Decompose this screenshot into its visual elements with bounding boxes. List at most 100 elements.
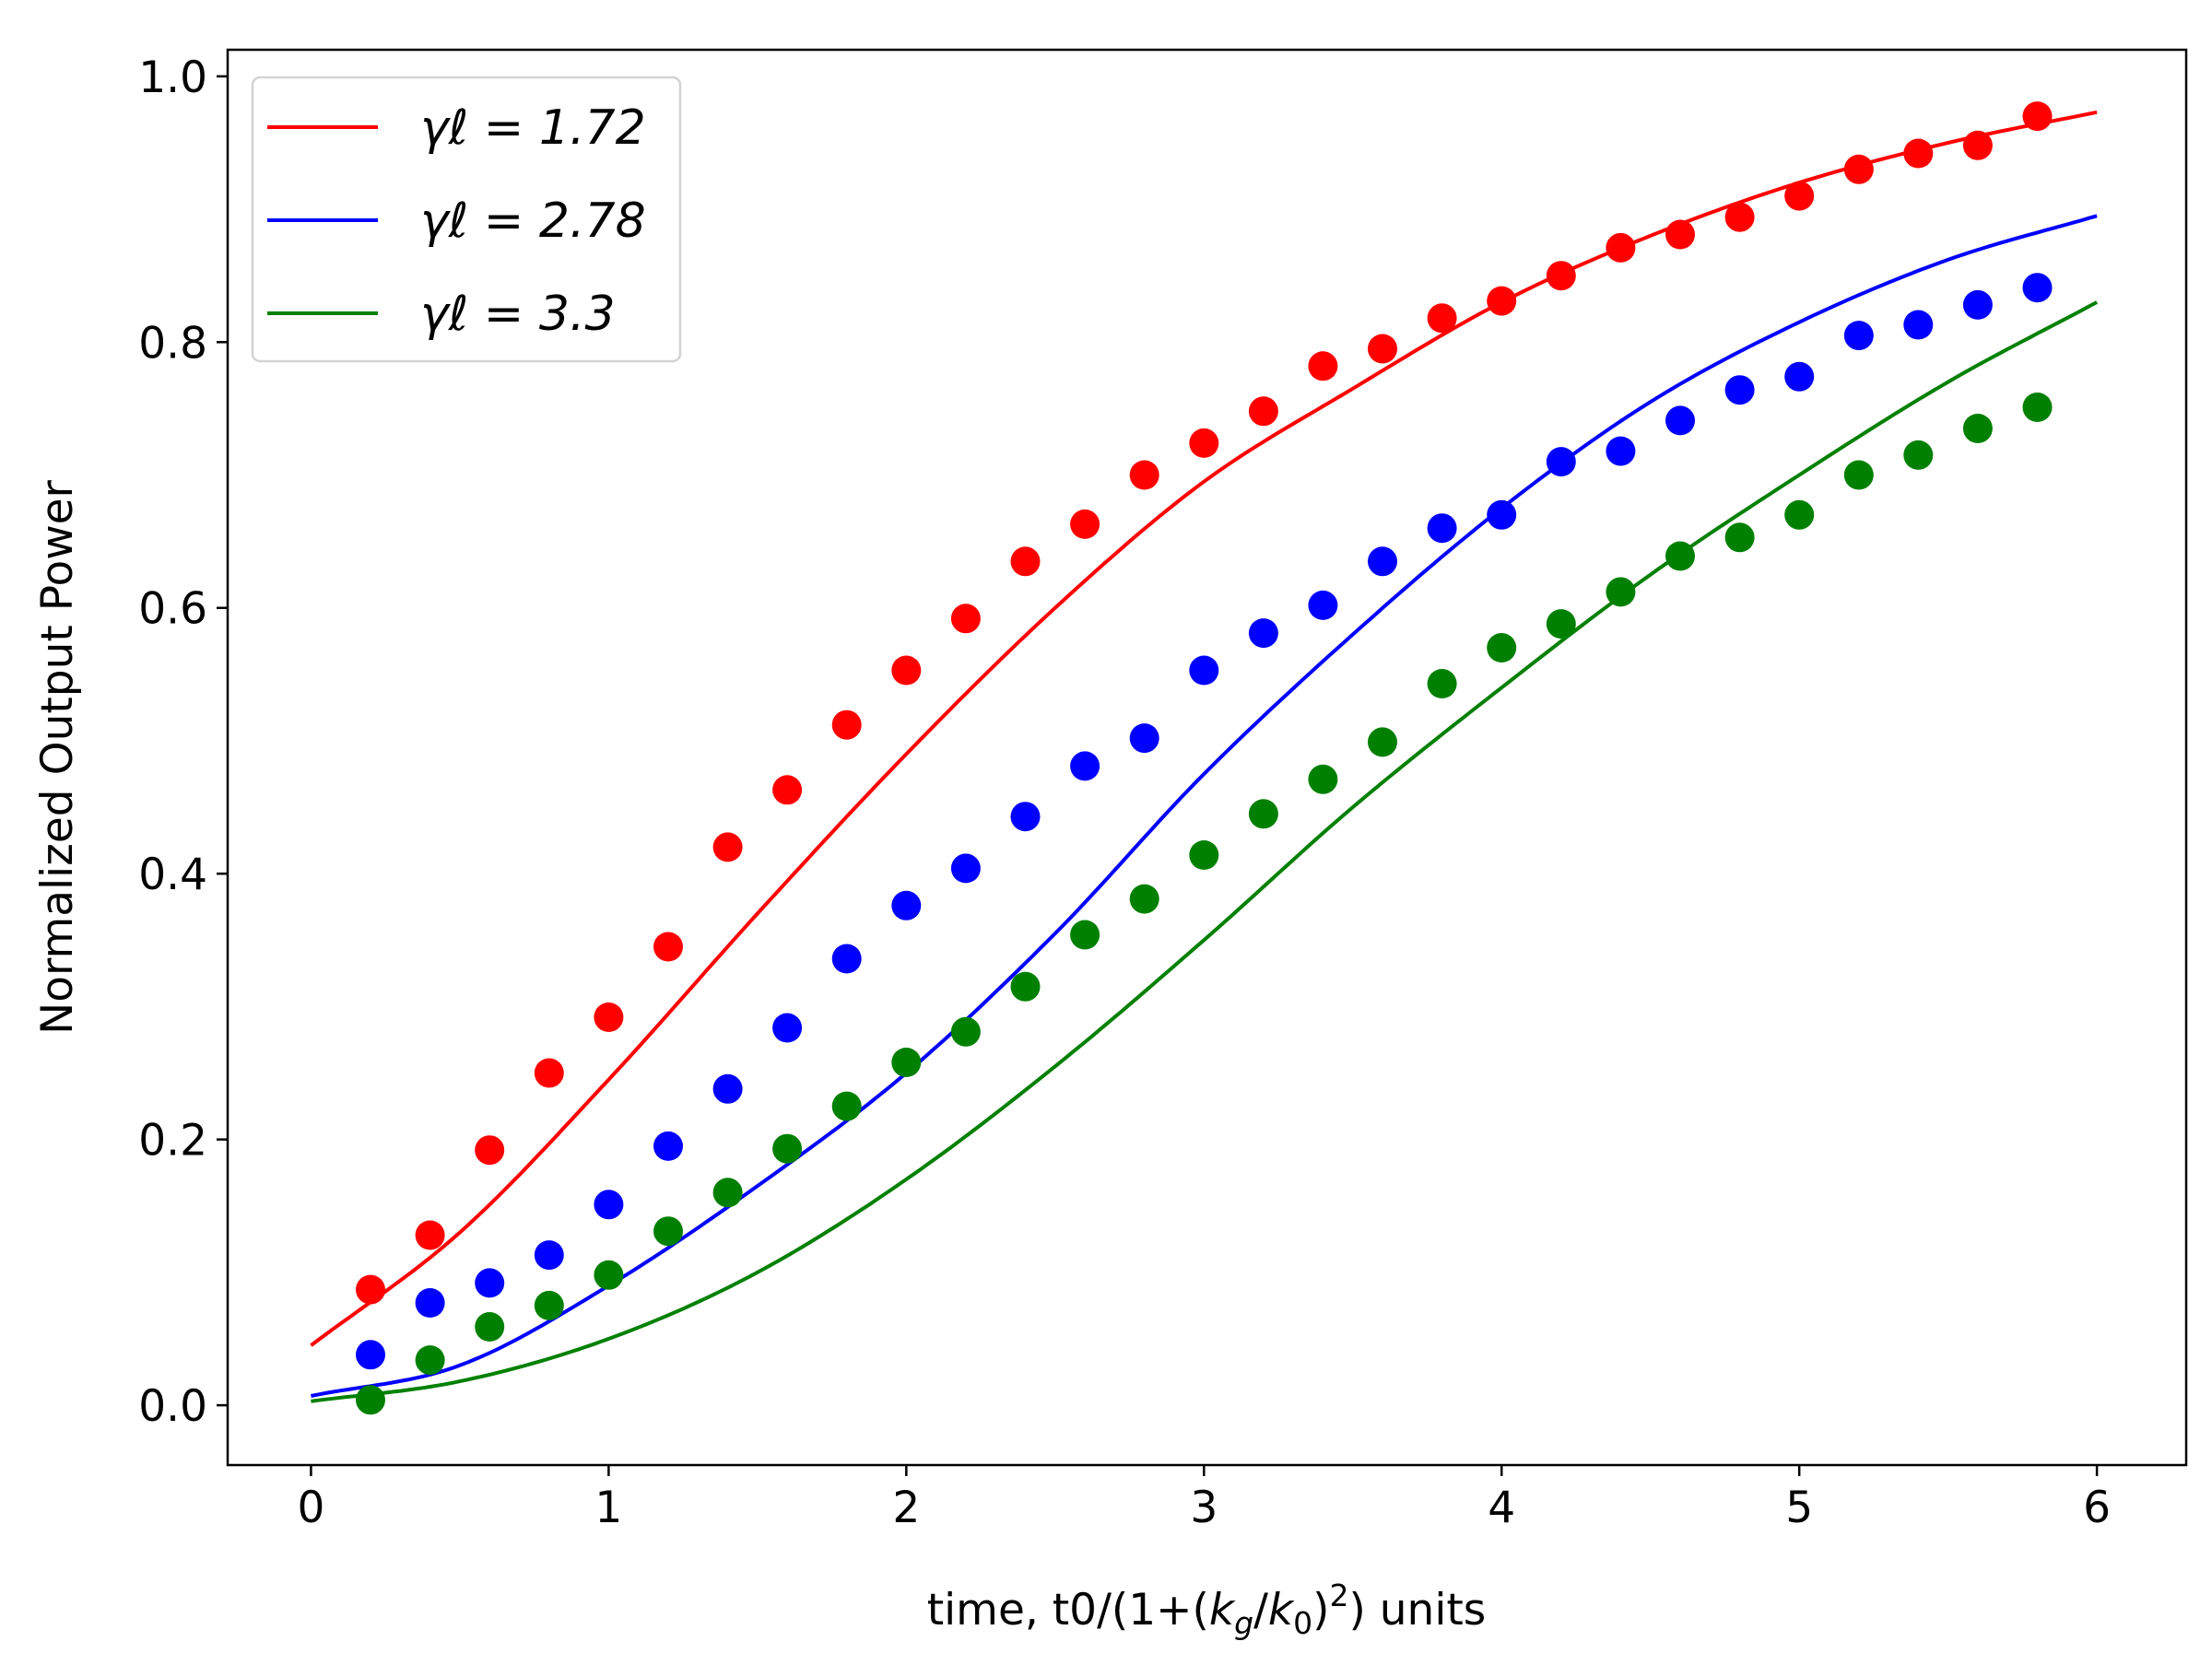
series-2-point <box>1308 590 1338 620</box>
series-2-point <box>1606 436 1636 466</box>
y-tick-label: 0.0 <box>138 1381 207 1432</box>
x-tick-label: 1 <box>594 1483 622 1533</box>
series-2-point <box>1129 723 1159 754</box>
series-3-point <box>415 1345 445 1376</box>
series-1-point <box>653 932 683 962</box>
series-3-point <box>1189 840 1219 870</box>
series-2-point <box>415 1288 445 1318</box>
series-3-point <box>1606 577 1636 607</box>
series-1-point <box>1129 460 1159 490</box>
x-tick-label: 2 <box>892 1483 920 1533</box>
series-2-point <box>356 1340 385 1370</box>
series-3-fit-line <box>311 300 2099 1403</box>
series-3-point <box>594 1260 624 1290</box>
series-2-point <box>950 853 981 884</box>
series-3-point <box>1546 609 1576 639</box>
series-3-point <box>950 1016 981 1047</box>
series-1-point <box>950 604 981 634</box>
series-3-point <box>1903 440 1934 470</box>
series-2-point <box>1248 618 1278 649</box>
series-2-point <box>2022 273 2053 303</box>
series-1-point <box>1368 334 1397 364</box>
series-1-point <box>712 832 743 862</box>
series-1-point <box>1724 202 1755 232</box>
series-1-point <box>1962 130 1993 160</box>
series-3-point <box>1308 764 1338 794</box>
series-2-point <box>653 1131 683 1161</box>
series-1-point <box>1070 509 1100 539</box>
series-1-point <box>1606 232 1636 263</box>
series-1-point <box>1487 286 1517 316</box>
series-3-point <box>1248 799 1278 829</box>
series-1-point <box>1427 303 1457 334</box>
series-1-point <box>534 1058 564 1088</box>
series-2-point <box>1665 405 1695 436</box>
legend-box <box>251 76 682 363</box>
series-2-point <box>1010 802 1041 832</box>
series-2-point <box>891 890 922 920</box>
series-3-point <box>1070 920 1100 950</box>
legend: γℓ = 1.72 γℓ = 2.78 γℓ = 3.3 <box>251 76 682 363</box>
series-2-point <box>1487 499 1517 530</box>
series-1-point <box>1308 351 1338 381</box>
series-3-point <box>534 1290 564 1320</box>
series-2-point <box>772 1013 803 1043</box>
series-2-point <box>712 1073 743 1104</box>
series-1-point <box>831 709 862 740</box>
series-1-point <box>2022 101 2053 132</box>
series-3-point <box>1724 522 1755 553</box>
series-3-point <box>1962 414 1993 443</box>
series-3-point <box>653 1216 683 1247</box>
series-2-point <box>1962 289 1993 320</box>
series-2-point <box>831 944 862 974</box>
y-tick-label: 0.8 <box>138 318 207 369</box>
series-2-point <box>1546 447 1576 477</box>
series-1-point <box>1248 396 1278 427</box>
series-2-point <box>1724 375 1755 405</box>
series-2-point <box>1903 310 1934 340</box>
series-1-point <box>1546 261 1576 291</box>
series-2-point <box>1843 321 1874 351</box>
series-2-point <box>475 1268 505 1298</box>
series-2-point <box>1427 513 1457 544</box>
y-axis-label: Normalized Output Power <box>32 479 83 1034</box>
series-3-point <box>356 1385 385 1415</box>
series-1-point <box>1843 154 1874 184</box>
series-3-point <box>1784 499 1815 530</box>
series-3-point <box>2022 393 2053 422</box>
series-1-point <box>1784 181 1815 211</box>
x-tick-label: 5 <box>1785 1483 1813 1533</box>
chart-marks <box>310 101 2099 1415</box>
x-tick-label: 0 <box>297 1483 324 1533</box>
series-3-point <box>891 1048 922 1077</box>
plot-frame <box>226 48 2188 1467</box>
series-1-point <box>475 1135 505 1166</box>
y-tick-label: 0.2 <box>138 1116 207 1167</box>
series-3-point <box>831 1091 862 1121</box>
x-axis-label: time, t0/(1+(kg/k0)2) units <box>927 1577 1487 1641</box>
y-axis: 0.0 0.2 0.4 0.6 0.8 1.0 <box>138 53 228 1432</box>
series-3-point <box>1487 633 1517 662</box>
series-1-point <box>891 655 922 686</box>
series-1-point <box>594 1003 624 1032</box>
legend-label-2: γℓ = 2.78 <box>420 193 646 249</box>
y-tick-label: 0.4 <box>138 850 207 900</box>
series-2-point <box>594 1190 624 1220</box>
series-3-point <box>712 1178 743 1208</box>
y-tick-label: 1.0 <box>138 53 207 103</box>
series-1-point <box>356 1274 385 1305</box>
series-3-point <box>1368 727 1397 757</box>
series-3-point <box>772 1133 803 1164</box>
series-2-point <box>1070 751 1100 781</box>
x-tick-label: 4 <box>1488 1483 1515 1533</box>
series-3-point <box>1427 669 1457 698</box>
y-tick-label: 0.6 <box>138 584 207 635</box>
series-3-point <box>1010 971 1041 1002</box>
series-2-point <box>1784 361 1815 392</box>
legend-label-3: γℓ = 3.3 <box>420 287 616 342</box>
series-1-point <box>1665 219 1695 250</box>
legend-label-1: γℓ = 1.72 <box>420 100 646 156</box>
series-2-point <box>534 1240 564 1271</box>
x-axis: 0 1 2 3 4 5 6 <box>297 1465 2111 1533</box>
series-3 <box>311 300 2099 1415</box>
